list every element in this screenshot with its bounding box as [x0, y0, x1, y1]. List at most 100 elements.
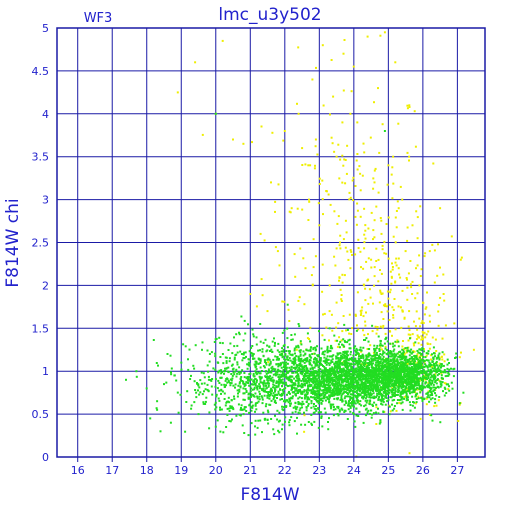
point-green — [387, 388, 390, 391]
point-green — [297, 323, 300, 325]
point-green — [338, 388, 341, 391]
point-green — [338, 410, 341, 413]
point-yellow — [340, 339, 343, 342]
point-green — [273, 384, 276, 387]
point-yellow — [375, 406, 378, 409]
point-green — [341, 378, 344, 381]
point-green — [286, 370, 288, 373]
point-green — [274, 355, 277, 358]
point-green — [369, 377, 372, 380]
point-green — [234, 383, 237, 386]
point-green — [378, 354, 381, 357]
point-green — [315, 378, 318, 381]
point-green — [423, 366, 426, 369]
point-green — [210, 351, 213, 354]
point-green — [323, 389, 326, 392]
point-green — [239, 379, 242, 382]
point-yellow — [427, 390, 430, 393]
point-green — [323, 407, 326, 410]
point-green — [228, 410, 231, 412]
point-green — [306, 357, 309, 359]
point-green — [344, 375, 346, 378]
point-yellow — [318, 177, 321, 180]
point-green — [385, 376, 388, 379]
point-green — [344, 384, 347, 387]
point-green — [396, 376, 399, 379]
point-green — [427, 394, 430, 397]
point-green — [289, 402, 292, 405]
point-green — [311, 353, 314, 355]
point-green — [196, 382, 199, 385]
point-green — [208, 360, 211, 363]
point-green — [435, 382, 438, 385]
point-green — [270, 392, 272, 395]
point-green — [223, 392, 226, 395]
point-yellow — [350, 333, 353, 335]
point-green — [232, 371, 235, 374]
point-green — [231, 418, 233, 421]
point-green — [227, 370, 230, 373]
point-green — [365, 367, 368, 370]
point-green — [325, 363, 328, 366]
point-green — [386, 381, 389, 384]
point-green — [389, 371, 392, 374]
point-green — [394, 367, 397, 370]
point-yellow — [411, 333, 414, 336]
point-green — [308, 398, 311, 401]
point-green — [364, 393, 367, 395]
point-green — [353, 369, 356, 372]
point-yellow — [373, 219, 376, 222]
point-green — [371, 371, 374, 374]
point-green — [223, 383, 226, 386]
point-green — [398, 384, 401, 387]
point-green — [395, 378, 398, 381]
point-green — [366, 399, 369, 402]
point-green — [431, 360, 434, 363]
point-green — [345, 353, 348, 356]
point-green — [377, 398, 380, 401]
point-green — [391, 391, 394, 394]
point-green — [261, 398, 264, 401]
point-green — [259, 323, 262, 325]
point-green — [274, 399, 277, 402]
point-green — [380, 372, 383, 375]
point-green — [288, 419, 291, 421]
point-green — [374, 357, 377, 359]
point-yellow — [413, 320, 415, 323]
point-green — [351, 379, 354, 382]
point-green — [411, 395, 414, 398]
point-green — [320, 378, 323, 381]
point-green — [358, 359, 361, 362]
point-green — [376, 367, 379, 370]
point-green — [262, 388, 265, 391]
point-green — [397, 388, 400, 391]
point-green — [389, 351, 391, 354]
point-green — [364, 389, 367, 392]
point-yellow — [431, 365, 434, 368]
point-green — [323, 386, 326, 389]
point-yellow — [395, 409, 398, 412]
point-green — [445, 392, 448, 394]
point-green — [276, 370, 279, 373]
point-green — [422, 359, 425, 362]
point-yellow — [351, 253, 353, 256]
point-yellow — [356, 153, 359, 155]
point-green — [393, 368, 396, 371]
point-yellow — [370, 266, 373, 269]
point-yellow — [367, 257, 370, 260]
point-yellow — [423, 313, 426, 316]
point-green — [260, 387, 263, 390]
point-green — [371, 373, 374, 376]
data-points — [125, 31, 475, 458]
point-green — [309, 367, 312, 370]
point-green — [401, 356, 404, 359]
point-green — [316, 371, 319, 374]
point-green — [428, 400, 431, 403]
point-green — [368, 395, 371, 398]
point-green — [215, 393, 218, 396]
point-green — [241, 369, 244, 372]
point-green — [357, 382, 359, 385]
point-green — [267, 379, 270, 382]
point-green — [367, 369, 369, 372]
point-green — [416, 384, 419, 387]
